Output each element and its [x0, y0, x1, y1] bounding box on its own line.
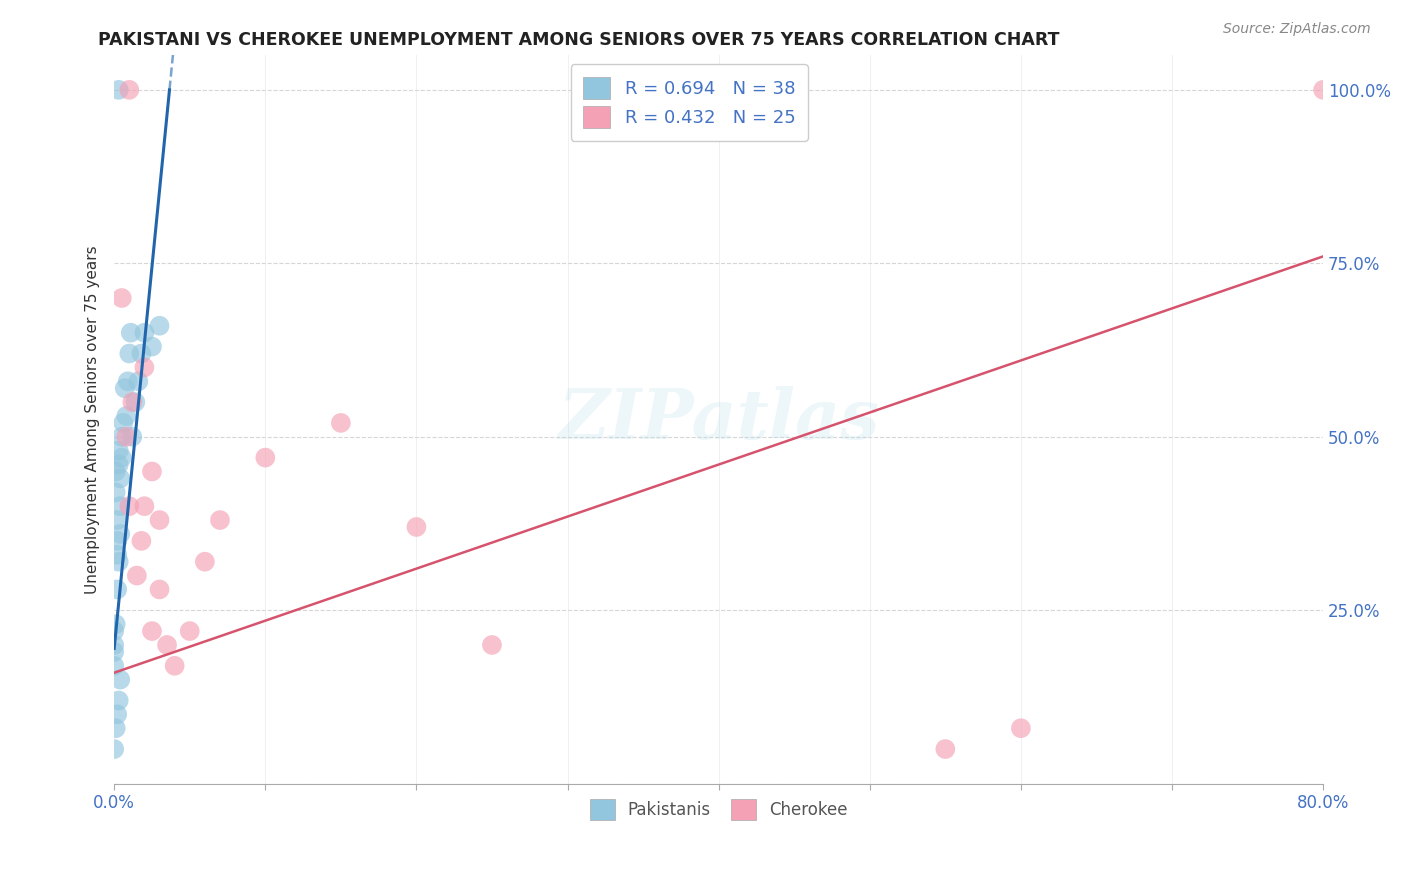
Point: [131, 533, 153, 548]
Point: [104, 721, 127, 735]
Point: [121, 430, 143, 444]
Point: [107, 555, 129, 569]
Point: [107, 83, 129, 97]
Point: [134, 499, 156, 513]
Point: [118, 346, 141, 360]
Point: [111, 450, 134, 465]
Point: [107, 693, 129, 707]
Point: [104, 485, 127, 500]
Point: [105, 533, 128, 548]
Text: ZIPatlas: ZIPatlas: [558, 385, 879, 453]
Point: [148, 318, 170, 333]
Point: [141, 465, 163, 479]
Point: [112, 416, 135, 430]
Point: [124, 395, 146, 409]
Point: [111, 291, 134, 305]
Point: [115, 430, 138, 444]
Point: [148, 513, 170, 527]
Point: [110, 527, 132, 541]
Point: [107, 458, 129, 472]
Point: [118, 83, 141, 97]
Point: [134, 360, 156, 375]
Point: [121, 395, 143, 409]
Point: [105, 707, 128, 722]
Point: [329, 416, 352, 430]
Point: [103, 645, 125, 659]
Point: [115, 409, 138, 423]
Legend: Pakistanis, Cherokee: Pakistanis, Cherokee: [583, 793, 855, 826]
Point: [103, 624, 125, 638]
Point: [134, 326, 156, 340]
Point: [111, 430, 134, 444]
Text: Source: ZipAtlas.com: Source: ZipAtlas.com: [1223, 22, 1371, 37]
Point: [141, 624, 163, 638]
Point: [934, 742, 956, 756]
Point: [118, 499, 141, 513]
Point: [127, 374, 149, 388]
Point: [110, 499, 132, 513]
Point: [105, 548, 128, 562]
Text: PAKISTANI VS CHEROKEE UNEMPLOYMENT AMONG SENIORS OVER 75 YEARS CORRELATION CHART: PAKISTANI VS CHEROKEE UNEMPLOYMENT AMONG…: [98, 31, 1060, 49]
Point: [1010, 721, 1032, 735]
Point: [114, 381, 136, 395]
Y-axis label: Unemployment Among Seniors over 75 years: Unemployment Among Seniors over 75 years: [86, 245, 100, 594]
Point: [194, 555, 217, 569]
Point: [103, 658, 125, 673]
Point: [120, 326, 142, 340]
Point: [105, 582, 128, 597]
Point: [110, 471, 132, 485]
Point: [1312, 83, 1334, 97]
Point: [131, 346, 153, 360]
Point: [405, 520, 427, 534]
Point: [125, 568, 148, 582]
Point: [254, 450, 277, 465]
Point: [107, 443, 129, 458]
Point: [104, 465, 127, 479]
Point: [481, 638, 503, 652]
Point: [141, 340, 163, 354]
Point: [117, 374, 139, 388]
Point: [156, 638, 179, 652]
Point: [105, 513, 128, 527]
Point: [110, 673, 132, 687]
Point: [103, 638, 125, 652]
Point: [104, 617, 127, 632]
Point: [179, 624, 201, 638]
Point: [103, 742, 125, 756]
Point: [163, 658, 186, 673]
Point: [208, 513, 231, 527]
Point: [148, 582, 170, 597]
